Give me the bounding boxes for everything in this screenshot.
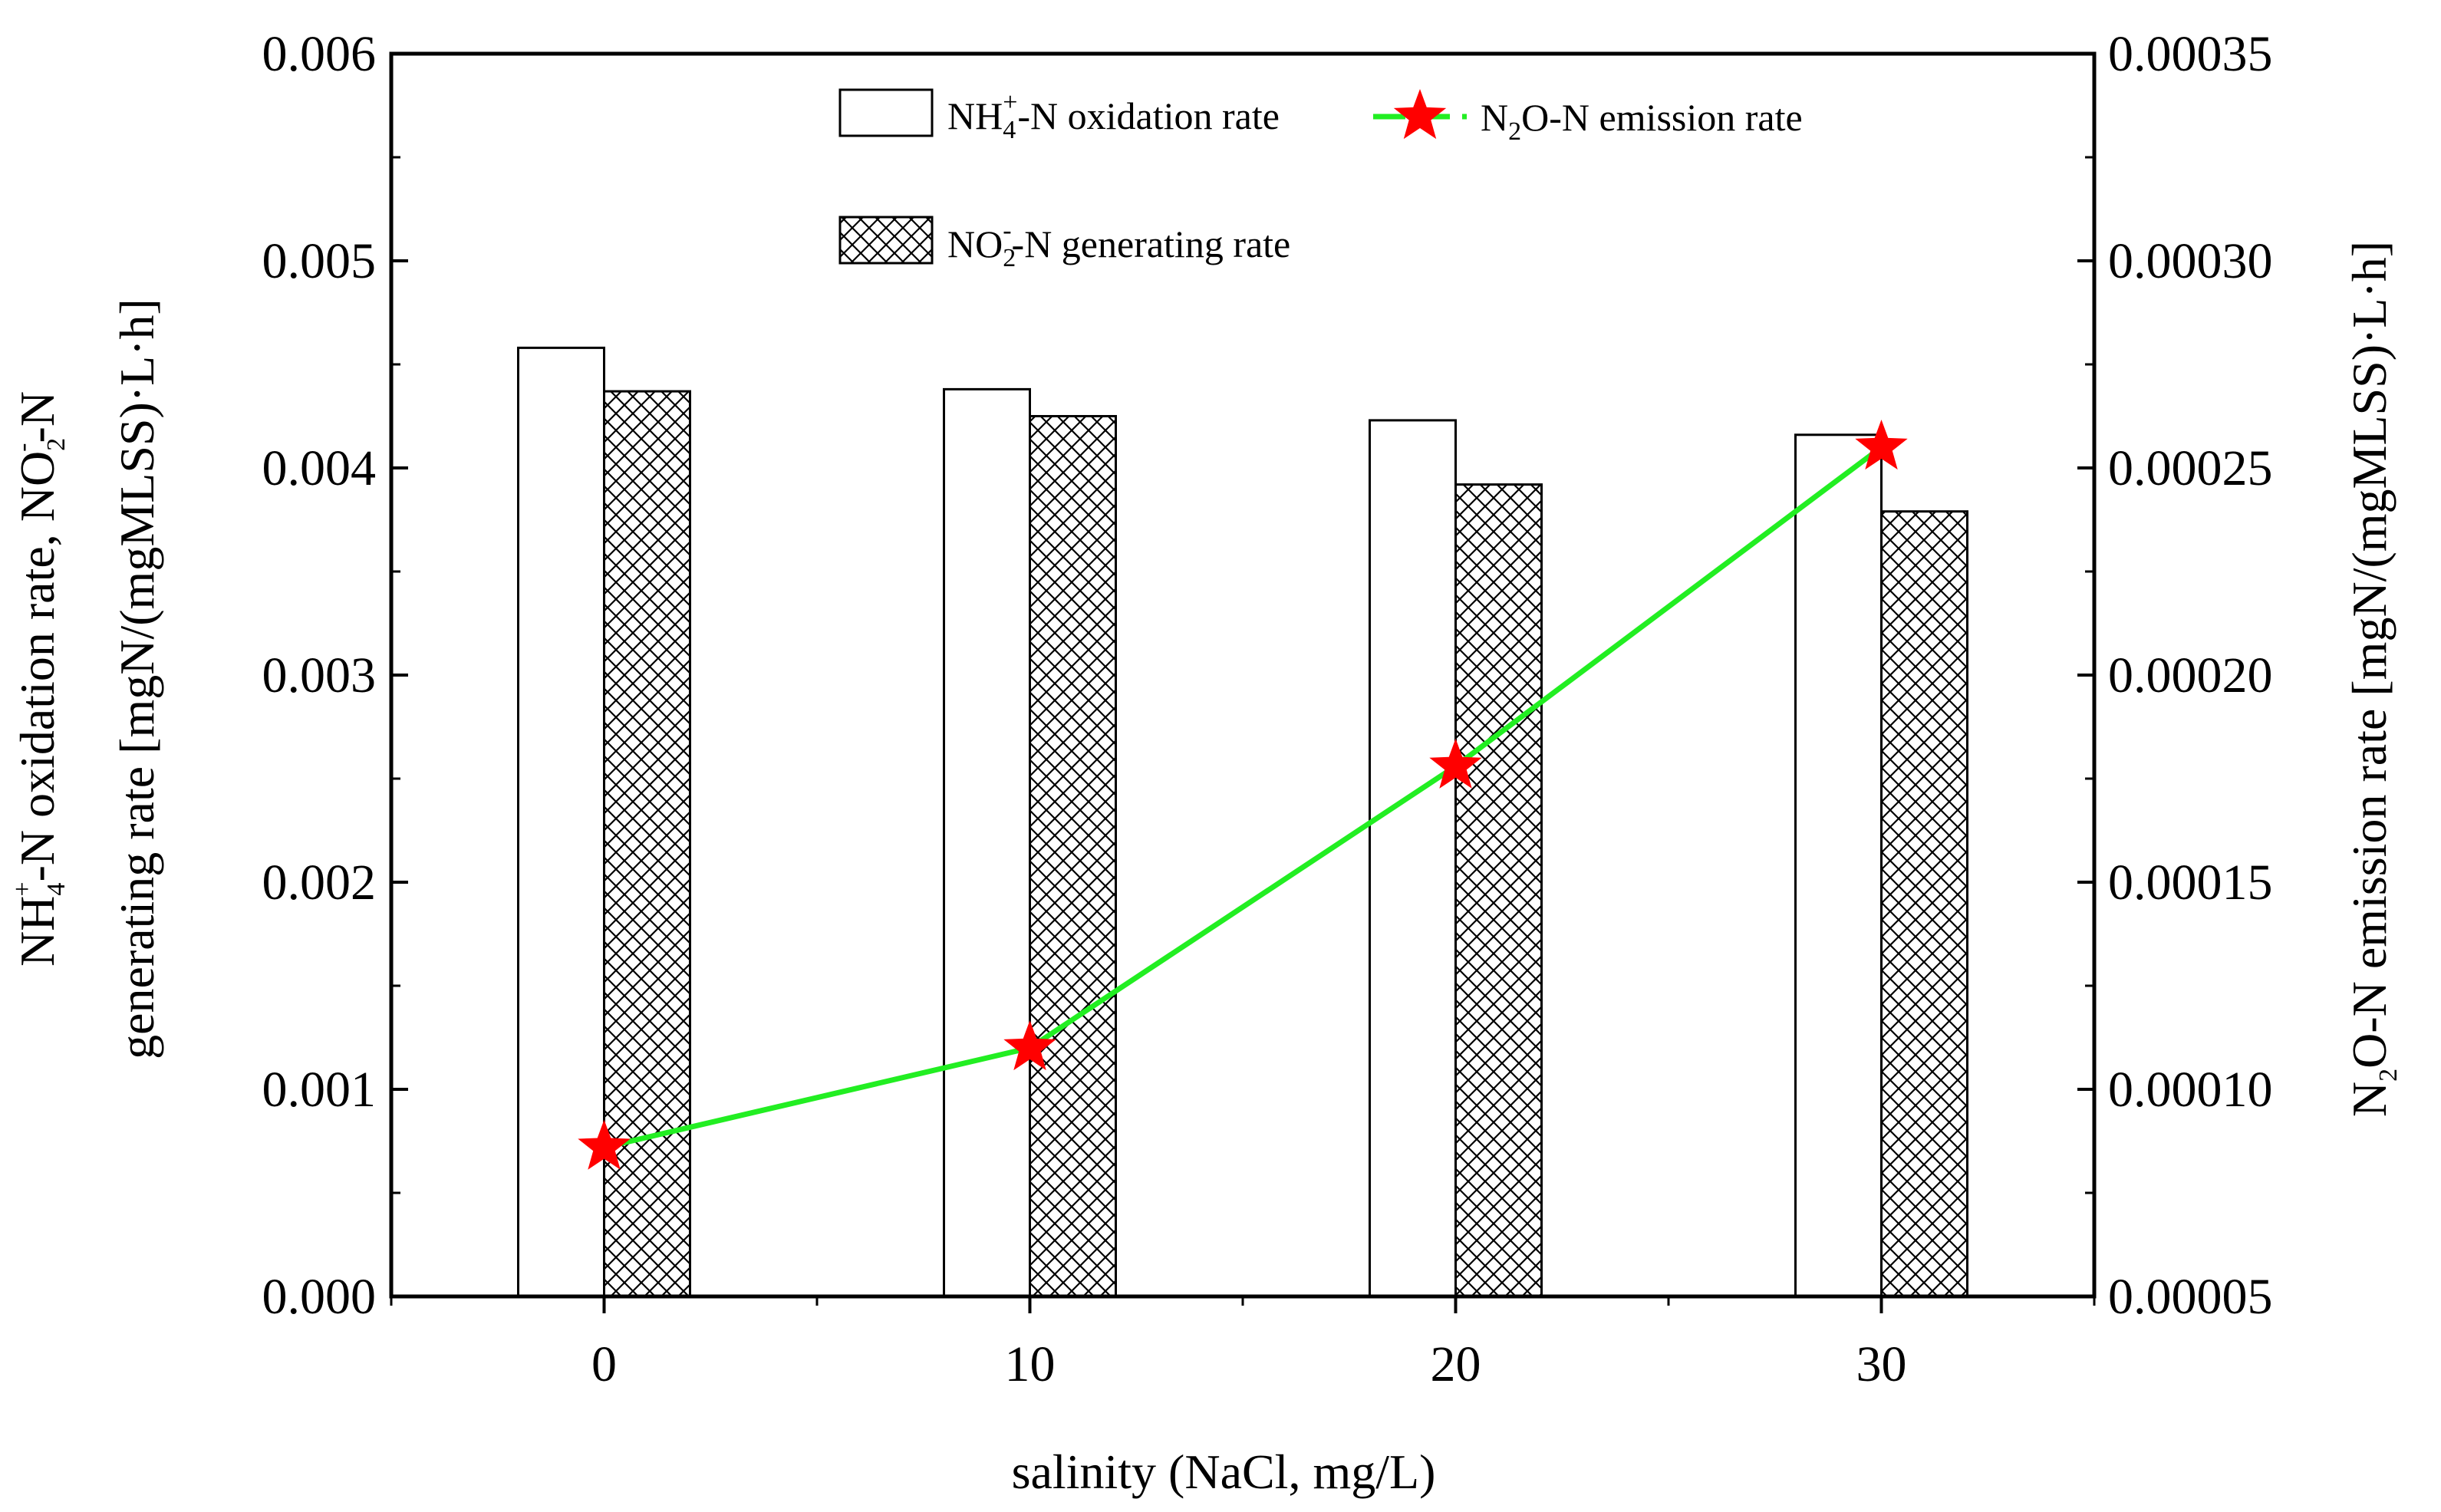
n2o-line (603, 445, 1883, 1151)
axes-layer: 0.000 0.001 0.002 0.003 0.004 0.005 0.006 0.000… (262, 26, 2273, 1392)
right-y-tick-label: 0.00015 (2108, 855, 2273, 911)
left-y-tick-label: 0.004 (262, 440, 377, 496)
x-tick-label: 20 (1431, 1336, 1481, 1392)
left-y-tick-label: 0.000 (262, 1269, 377, 1325)
bar-nh4-0 (517, 346, 605, 1298)
legend-label-nh4: NH4+-N oxidation rate (947, 88, 1280, 144)
legend-label-n2o: N2O-N emission rate (1481, 96, 1803, 146)
right-y-tick-label: 0.00010 (2108, 1062, 2273, 1118)
legend: NH4+-N oxidation rate N2O-N emission rat… (838, 88, 1803, 272)
right-y-tick-label: 0.00035 (2108, 26, 2273, 82)
right-y-tick-label: 0.00020 (2108, 647, 2273, 703)
right-y-tick-label: 0.00005 (2108, 1269, 2273, 1325)
x-tick-label: 30 (1856, 1336, 1907, 1392)
x-axis-title: salinity (NaCl, mg/L) (1012, 1444, 1436, 1499)
x-tick-label: 10 (1005, 1336, 1056, 1392)
left-y-tick-label: 0.006 (262, 26, 377, 82)
bar-no2-30 (1880, 510, 1968, 1298)
x-tick-label: 0 (591, 1336, 617, 1392)
n2o-marker-20 (1429, 738, 1482, 789)
bar-nh4-20 (1369, 419, 1457, 1298)
n2o-marker-0 (578, 1119, 631, 1170)
n2o-marker-30 (1855, 420, 1908, 470)
legend-star-icon (1393, 89, 1447, 140)
legend-swatch-nh4 (838, 88, 934, 137)
bars-layer (517, 346, 1968, 1298)
n2o-marker-10 (1003, 1020, 1056, 1071)
legend-label-no2: NO2--N generating rate (947, 216, 1290, 272)
left-y-tick-label: 0.001 (262, 1062, 377, 1118)
legend-swatch-no2 (838, 216, 934, 265)
legend-item-no2: NO2--N generating rate (838, 216, 1290, 272)
n2o-line-layer (578, 420, 1908, 1170)
left-y-axis-title: NH4+-N oxidation rate, NO2--N (8, 391, 71, 967)
bar-nh4-30 (1794, 433, 1883, 1298)
left-y-tick-label: 0.005 (262, 233, 377, 289)
right-y-tick-label: 0.00025 (2108, 440, 2273, 496)
bar-no2-20 (1454, 483, 1543, 1298)
bar-no2-10 (1029, 415, 1117, 1298)
left-y-tick-label: 0.003 (262, 647, 377, 703)
left-y-axis-title-line2: generating rate [mgN/(mgMLSS)·L·h] (110, 298, 164, 1059)
left-y-tick-label: 0.002 (262, 855, 377, 911)
legend-item-nh4: NH4+-N oxidation rate (838, 88, 1280, 144)
right-y-tick-label: 0.00030 (2108, 233, 2273, 289)
right-y-axis-title: N2O-N emission rate [mgN/(mgMLSS)·L·h] (2342, 241, 2403, 1117)
bar-nh4-10 (943, 387, 1031, 1298)
legend-item-n2o: N2O-N emission rate (1373, 89, 1803, 146)
